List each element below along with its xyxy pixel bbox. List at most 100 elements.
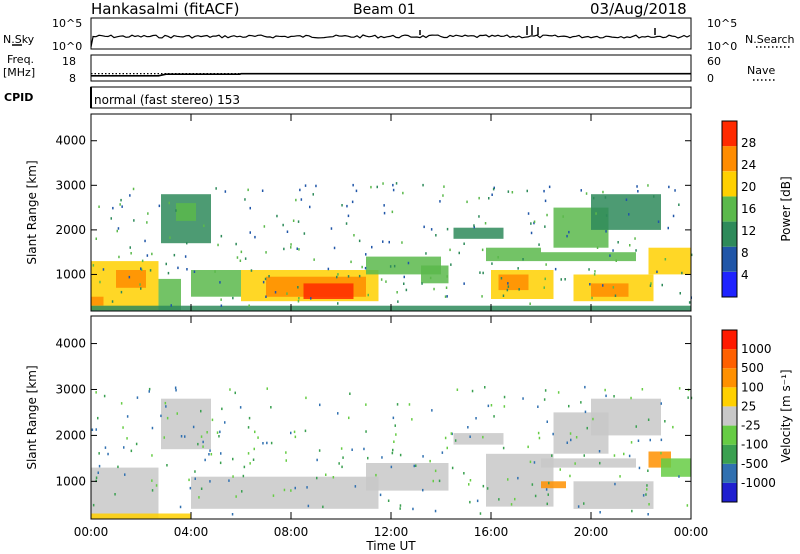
- velocity-scatter-point: [219, 430, 221, 434]
- power-scatter-point: [297, 300, 300, 303]
- velocity-scatter-point: [475, 417, 477, 420]
- power-region: [541, 252, 636, 262]
- power-scatter-point: [591, 296, 593, 300]
- power-scatter-point: [336, 275, 338, 279]
- velocity-colorbar-tick-label: -1000: [741, 476, 776, 490]
- power-scatter-point: [589, 283, 591, 286]
- power-scatter-point: [491, 193, 493, 196]
- power-scatter-point: [625, 198, 628, 201]
- velocity-scatter-point: [242, 474, 245, 478]
- power-scatter-point: [250, 269, 253, 272]
- velocity-scatter-point: [198, 496, 200, 499]
- power-scatter-point: [580, 189, 582, 192]
- power-scatter-point: [376, 185, 378, 189]
- power-scatter-point: [118, 255, 120, 259]
- power-scatter-point: [351, 200, 354, 204]
- velocity-scatter-point: [209, 480, 211, 483]
- power-colorbar-tick-label: 24: [741, 158, 756, 172]
- power-scatter-point: [120, 198, 122, 202]
- velocity-scatter-point: [605, 394, 607, 398]
- velocity-scatter-point: [194, 470, 196, 473]
- power-scatter-point: [396, 291, 398, 294]
- velocity-scatter-point: [431, 409, 433, 412]
- velocity-scatter-point: [95, 391, 97, 394]
- velocity-scatter-point: [548, 481, 550, 485]
- power-scatter-point: [120, 290, 123, 294]
- power-scatter-point: [370, 185, 372, 189]
- velocity-colorbar-tick-label: -100: [741, 438, 768, 452]
- velocity-scatter-point: [248, 416, 251, 420]
- power-scatter-point: [423, 225, 425, 229]
- velocity-scatter-point: [392, 448, 394, 452]
- velocity-scatter-point: [546, 502, 548, 506]
- velocity-scatter-point: [216, 431, 219, 434]
- velocity-scatter-point: [614, 482, 616, 486]
- power-scatter-point: [98, 205, 100, 208]
- freq-label: Freq.: [7, 53, 35, 66]
- power-scatter-point: [507, 190, 510, 193]
- power-scatter-point: [602, 284, 604, 287]
- velocity-scatter-point: [285, 459, 287, 462]
- power-scatter-point: [140, 268, 143, 271]
- power-scatter-point: [315, 184, 317, 188]
- velocity-scatter-point: [262, 442, 264, 445]
- velocity-scatter-point: [340, 447, 343, 450]
- power-scatter-point: [337, 273, 339, 276]
- velocity-scatter-point: [290, 431, 292, 435]
- velocity-colorbar-tick-label: -25: [741, 419, 761, 433]
- velocity-colorbar-swatch: [722, 349, 737, 369]
- velocity-scatter-point: [304, 429, 307, 433]
- power-scatter-point: [249, 231, 251, 234]
- power-scatter-point: [168, 201, 170, 205]
- velocity-scatter-point: [188, 478, 190, 482]
- power-scatter-point: [112, 206, 114, 210]
- velocity-scatter-point: [325, 473, 327, 476]
- velocity-scatter-point: [270, 441, 273, 445]
- power-scatter-point: [299, 188, 301, 192]
- velocity-scatter-point: [92, 503, 95, 507]
- velocity-scatter-point: [117, 465, 119, 469]
- velocity-scatter-point: [351, 448, 353, 451]
- velocity-scatter-point: [660, 451, 662, 455]
- velocity-colorbar-swatch: [722, 330, 737, 350]
- velocity-scatter-point: [363, 447, 365, 451]
- power-colorbar-tick-label: 12: [741, 224, 756, 238]
- power-scatter-point: [661, 283, 663, 287]
- velocity-scatter-point: [619, 475, 621, 478]
- power-scatter-point: [158, 204, 161, 208]
- velocity-xtick-label: 16:00: [474, 525, 509, 539]
- power-region: [421, 265, 449, 284]
- power-scatter-point: [177, 266, 179, 270]
- power-scatter-point: [220, 298, 222, 301]
- power-scatter-point: [249, 206, 251, 210]
- velocity-scatter-point: [208, 453, 210, 456]
- velocity-scatter-point: [97, 416, 99, 420]
- power-scatter-point: [265, 251, 267, 254]
- power-scatter-point: [635, 249, 637, 252]
- velocity-scatter-point: [229, 388, 231, 391]
- power-scatter-point: [595, 212, 597, 215]
- velocity-colorbar-tick-label: 25: [741, 399, 756, 413]
- velocity-scatter-point: [434, 509, 437, 513]
- power-scatter-point: [290, 243, 292, 246]
- velocity-scatter-point: [531, 483, 534, 486]
- power-scatter-point: [502, 294, 505, 297]
- velocity-scatter-point: [367, 456, 369, 460]
- velocity-scatter-point: [272, 494, 275, 497]
- power-scatter-point: [435, 234, 437, 237]
- velocity-scatter-point: [613, 454, 616, 457]
- power-scatter-point: [313, 258, 315, 261]
- power-scatter-point: [458, 251, 460, 255]
- velocity-scatter-point: [537, 405, 539, 408]
- velocity-scatter-point: [648, 503, 650, 506]
- power-scatter-point: [304, 184, 307, 187]
- velocity-scatter-point: [306, 486, 308, 489]
- velocity-scatter-point: [649, 438, 651, 442]
- velocity-scatter-point: [293, 430, 296, 434]
- power-colorbar-label: Power [dB]: [779, 176, 793, 241]
- power-scatter-point: [295, 198, 297, 202]
- velocity-scatter-point: [566, 441, 568, 444]
- velocity-scatter-point: [103, 394, 106, 398]
- velocity-scatter-point: [151, 489, 154, 492]
- velocity-scatter-point: [163, 436, 165, 439]
